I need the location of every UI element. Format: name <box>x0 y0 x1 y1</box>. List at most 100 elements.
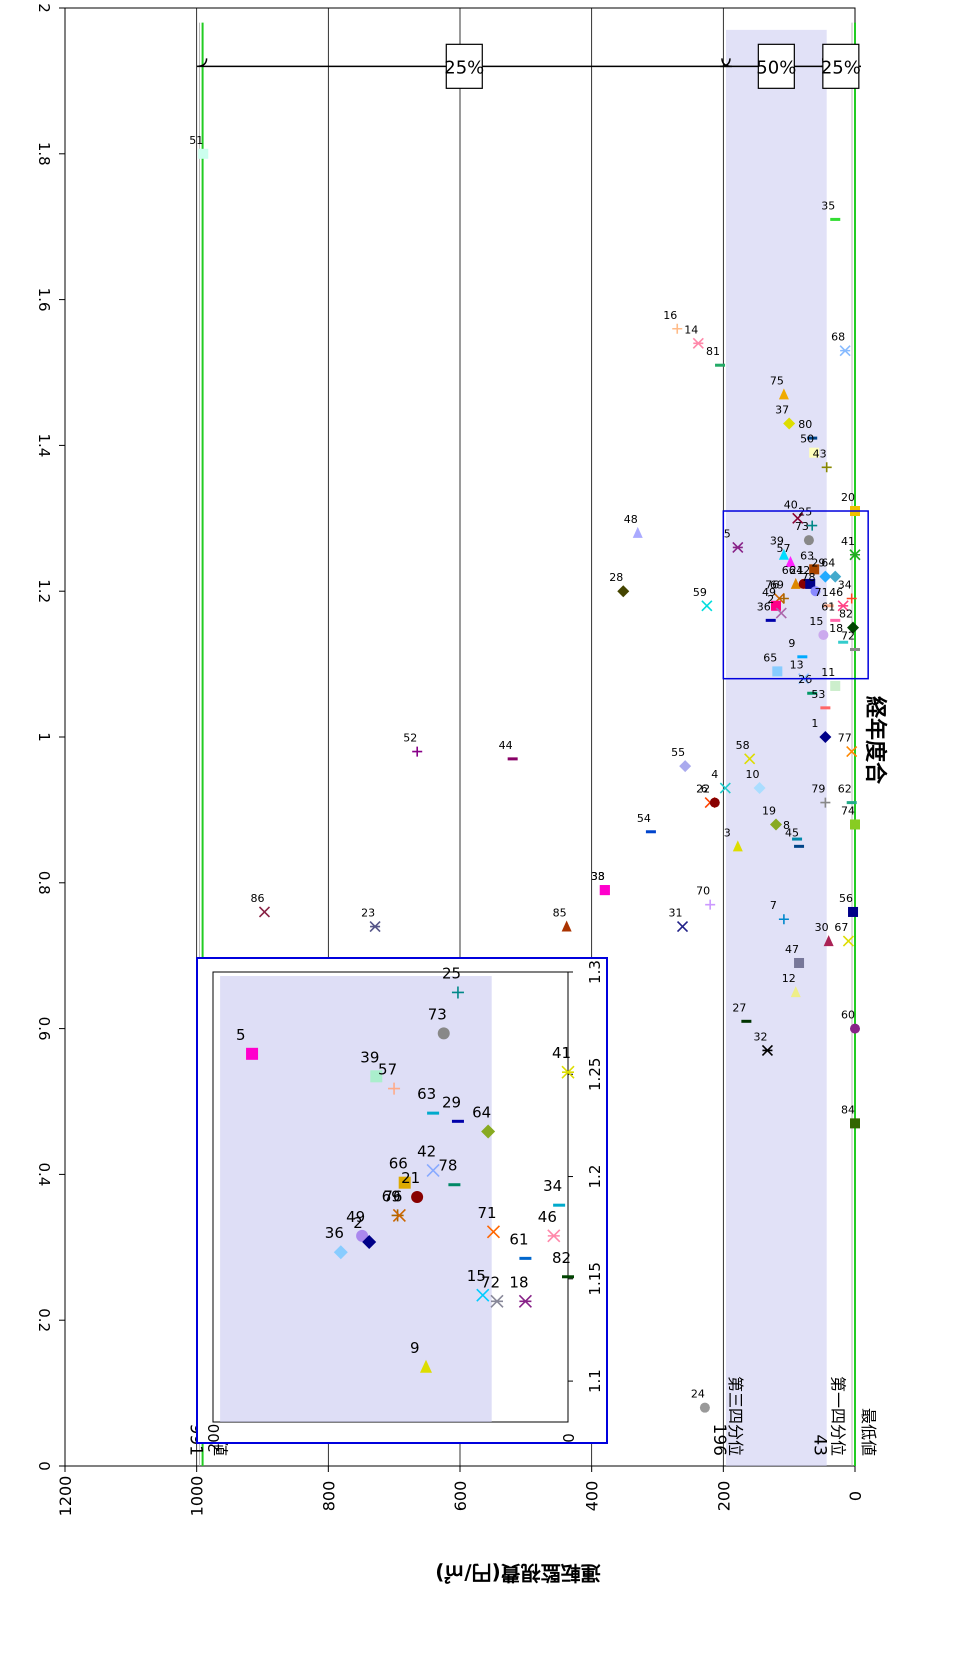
reference-label: 第一四分位 <box>829 1376 848 1456</box>
point-marker <box>846 593 857 604</box>
point-label: 1 <box>811 717 818 730</box>
x-tick-label: 0.4 <box>35 1162 53 1186</box>
inset-x-tick-label: 1.1 <box>586 1369 604 1393</box>
point-marker <box>370 1070 383 1083</box>
y-tick-label: 1000 <box>188 1476 207 1517</box>
x-tick-label: 1.8 <box>35 142 53 166</box>
point-marker <box>772 666 783 677</box>
point-label: 29 <box>811 557 825 570</box>
point-label: 31 <box>669 907 683 920</box>
x-tick-label: 1.4 <box>35 433 53 457</box>
point-label: 15 <box>809 615 823 628</box>
point-marker <box>850 648 860 652</box>
point-label: 46 <box>829 586 843 599</box>
point-label: 67 <box>834 921 848 934</box>
point-marker <box>599 885 610 896</box>
inset-x-tick-label: 1.15 <box>586 1262 604 1295</box>
inset-point-label: 41 <box>552 1044 571 1062</box>
point-label: 75 <box>770 374 784 387</box>
point-marker <box>672 323 683 334</box>
point-marker <box>820 706 831 710</box>
inset-point-label: 73 <box>428 1005 447 1023</box>
point-label: 47 <box>785 943 799 956</box>
point-marker <box>547 1229 561 1243</box>
inset-point-label: 76 <box>383 1187 402 1205</box>
point-marker <box>645 830 656 834</box>
point-marker <box>778 593 789 604</box>
point-label: 35 <box>821 199 835 212</box>
point-label: 51 <box>189 134 203 147</box>
point-marker <box>258 906 271 918</box>
point-label: 8 <box>783 819 790 832</box>
y-tick-label: 400 <box>583 1481 602 1512</box>
point-marker <box>732 840 743 852</box>
point-marker <box>451 986 464 999</box>
point-marker <box>819 731 832 743</box>
point-marker <box>437 1027 450 1040</box>
bracket-label: 25% <box>444 57 484 78</box>
point-label: 39 <box>770 535 784 548</box>
inset-point-label: 18 <box>509 1273 528 1291</box>
y-tick-label: 600 <box>451 1481 470 1512</box>
inset-point-label: 78 <box>438 1157 457 1175</box>
point-marker <box>719 782 731 794</box>
point-label: 25 <box>798 506 812 519</box>
point-marker <box>507 757 518 761</box>
point-marker <box>676 920 689 933</box>
point-marker <box>842 935 854 947</box>
inset-x-tick-label: 1.25 <box>586 1058 604 1091</box>
point-marker <box>821 462 832 473</box>
point-label: 9 <box>788 637 795 650</box>
point-marker <box>794 957 805 968</box>
point-marker <box>790 986 801 998</box>
quartile-brackets: 25% 50% 25% <box>196 43 862 89</box>
point-label: 13 <box>790 659 804 672</box>
point-marker <box>412 746 423 757</box>
x-tick-label: 1.6 <box>35 288 53 312</box>
x-tick-label: 2 <box>35 3 53 13</box>
bracket-label: 25% <box>821 57 861 78</box>
point-label: 36 <box>757 600 771 613</box>
point-label: 71 <box>815 586 829 599</box>
point-label: 7 <box>770 899 777 912</box>
point-label: 6 <box>701 783 708 796</box>
point-label: 23 <box>361 907 375 920</box>
point-marker <box>837 600 849 612</box>
point-marker <box>392 1208 406 1222</box>
point-label: 66 <box>782 564 796 577</box>
point-marker <box>617 585 630 598</box>
point-marker <box>519 1256 532 1260</box>
point-label: 48 <box>624 513 638 526</box>
interquartile-band <box>725 29 827 1467</box>
point-marker <box>830 618 841 622</box>
point-marker <box>553 1203 566 1207</box>
point-marker <box>807 436 818 440</box>
point-marker <box>819 570 832 583</box>
inset-y-tick-label: 0 <box>560 1433 578 1443</box>
point-marker <box>794 844 805 848</box>
point-label: 22 <box>696 783 710 796</box>
point-marker <box>198 148 209 159</box>
point-marker <box>561 1065 575 1079</box>
point-label: 76 <box>765 578 779 591</box>
point-marker <box>778 914 789 925</box>
point-marker <box>451 1119 464 1123</box>
point-label: 52 <box>403 732 417 745</box>
point-marker <box>246 1047 259 1060</box>
inset-point-label: 2 <box>353 1214 363 1232</box>
point-marker <box>792 512 804 524</box>
x-axis-label: 経年度合 <box>862 696 888 785</box>
point-marker <box>632 526 643 538</box>
point-marker <box>839 345 851 357</box>
point-marker <box>805 578 816 589</box>
inset-band <box>220 976 492 1422</box>
point-label: 69 <box>770 578 784 591</box>
point-marker <box>770 818 782 831</box>
point-marker <box>369 920 381 933</box>
point-label: 56 <box>839 892 853 905</box>
point-label: 77 <box>838 732 852 745</box>
point-label: 19 <box>762 804 776 817</box>
point-label: 79 <box>811 783 825 796</box>
zoom-region-box <box>722 510 869 680</box>
